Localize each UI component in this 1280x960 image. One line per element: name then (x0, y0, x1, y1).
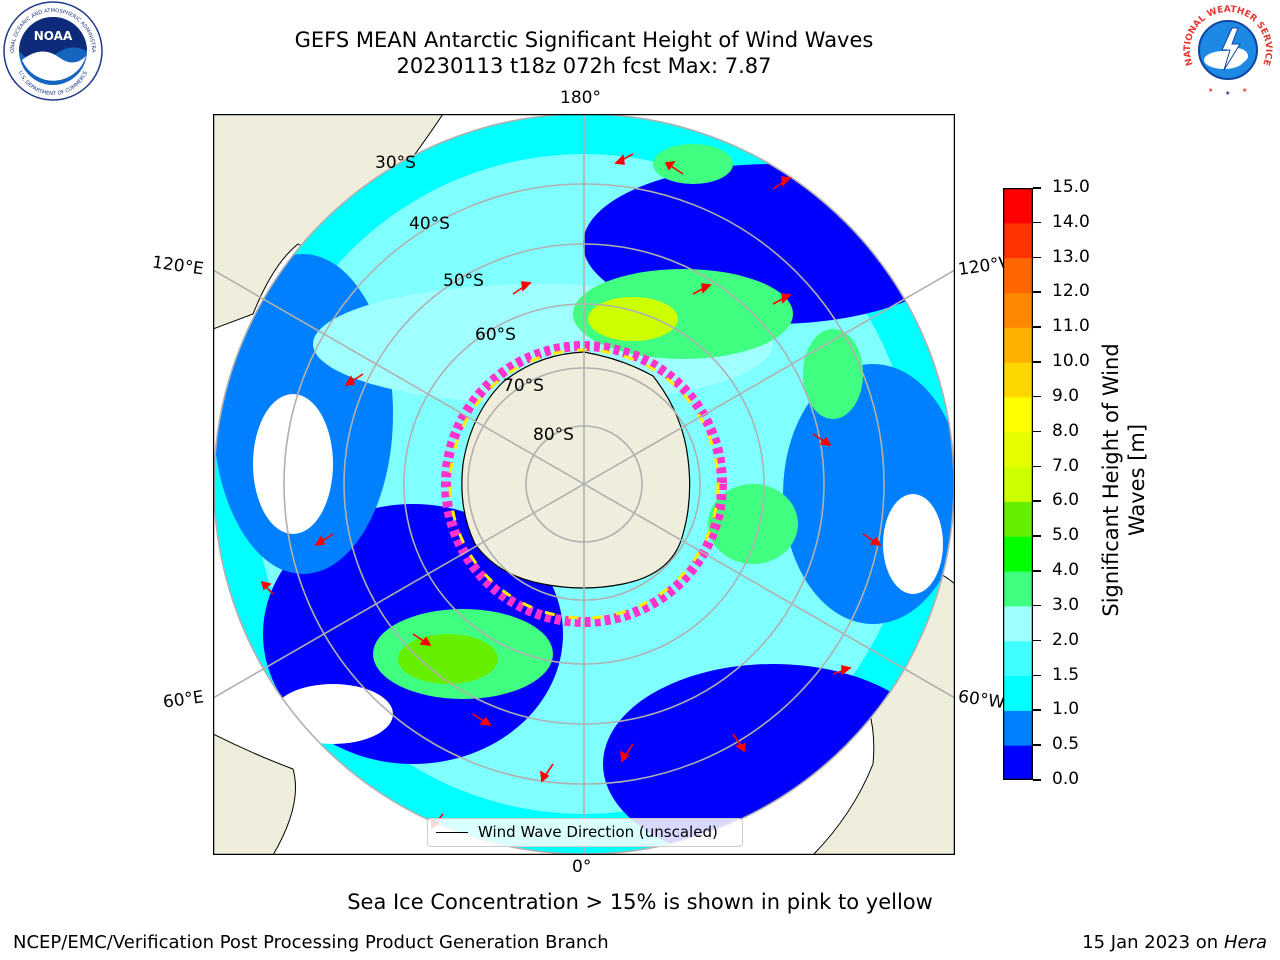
colorbar-tick-mark (1033, 535, 1041, 537)
colorbar-tick-mark (1033, 779, 1041, 781)
footer-host: Hera (1223, 932, 1267, 953)
colorbar-segment (1003, 675, 1033, 711)
polar-map: 30°S 40°S 50°S 60°S 70°S 80°S (213, 114, 955, 855)
legend-line-swatch (436, 832, 468, 833)
colorbar-tick-label: 15.0 (1052, 177, 1090, 197)
noaa-logo: NATIONAL OCEANIC AND ATMOSPHERIC ADMINIS… (2, 0, 103, 101)
footer-organization: NCEP/EMC/Verification Post Processing Pr… (13, 932, 609, 953)
colorbar-tick-label: 6.0 (1052, 490, 1080, 511)
title-line-1: GEFS MEAN Antarctic Significant Height o… (294, 28, 874, 52)
colorbar-tick-mark (1033, 430, 1041, 433)
colorbar-tick-label: 3.0 (1052, 594, 1080, 615)
colorbar-tick-mark (1033, 326, 1041, 328)
colorbar-tick-label: 14.0 (1052, 211, 1090, 232)
legend-label: Wind Wave Direction (unscaled) (478, 823, 718, 841)
colorbar-segment (1003, 431, 1033, 468)
colorbar-tick-mark (1033, 709, 1041, 711)
colorbar-tick-label: 12.0 (1052, 281, 1090, 302)
svg-text:★: ★ (1242, 87, 1247, 94)
lon-label-lower-right: 60°W (956, 686, 1007, 714)
colorbar-tick-mark (1033, 395, 1041, 398)
lat-label: 30°S (375, 153, 416, 173)
footer-date-text: 15 Jan 2023 on (1082, 932, 1224, 953)
nws-logo: NATIONAL WEATHER SERVICE ★ ★ ★ (1180, 2, 1276, 98)
colorbar (1003, 188, 1033, 780)
colorbar-tick-label: 5.0 (1052, 525, 1080, 546)
lon-label-lower-left: 60°E (161, 687, 206, 713)
sea-ice-note: Sea Ice Concentration > 15% is shown in … (347, 890, 933, 914)
land-antarctica (461, 351, 691, 589)
land-africa (213, 733, 296, 855)
lat-label: 50°S (443, 271, 484, 291)
colorbar-tick-label: 4.0 (1052, 560, 1080, 581)
colorbar-tick-label: 9.0 (1052, 385, 1080, 406)
colorbar-label: Significant Height of Wind Waves [m] (1100, 343, 1149, 616)
colorbar-tick-mark (1033, 465, 1041, 468)
colorbar-tick-mark (1033, 639, 1041, 642)
lat-label: 80°S (533, 425, 574, 445)
colorbar-segment (1003, 640, 1033, 677)
lon-label-top: 180° (560, 88, 601, 108)
colorbar-segment (1003, 327, 1033, 363)
colorbar-tick-label: 1.0 (1052, 699, 1080, 720)
footer-date: 15 Jan 2023 on Hera (1082, 932, 1267, 953)
colorbar-tick-mark (1033, 674, 1041, 677)
colorbar-segment (1003, 745, 1033, 780)
colorbar-tick-label: 0.5 (1052, 734, 1080, 755)
colorbar-segment (1003, 396, 1033, 433)
colorbar-tick-label: 0.0 (1052, 769, 1080, 789)
colorbar-tick-label: 2.0 (1052, 629, 1080, 650)
lon-label-upper-left: 120°E (150, 252, 205, 280)
lat-label: 70°S (503, 376, 544, 396)
colorbar-tick-mark (1033, 187, 1041, 189)
latitude-labels: 30°S 40°S 50°S 60°S 70°S 80°S (375, 153, 574, 445)
colorbar-tick-mark (1033, 256, 1041, 259)
svg-text:★: ★ (1208, 87, 1213, 94)
colorbar-tick-mark (1033, 500, 1041, 502)
colorbar-tick-mark (1033, 221, 1041, 224)
colorbar-tick-label: 10.0 (1052, 351, 1090, 372)
colorbar-tick-mark (1033, 361, 1041, 363)
colorbar-segment (1003, 257, 1033, 293)
colorbar-segment (1003, 605, 1033, 642)
colorbar-segment (1003, 710, 1033, 746)
colorbar-tick-label: 11.0 (1052, 316, 1090, 337)
colorbar-segment (1003, 466, 1033, 502)
colorbar-segment (1003, 501, 1033, 537)
colorbar-tick-mark (1033, 604, 1041, 607)
colorbar-segment (1003, 292, 1033, 328)
colorbar-tick-label: 1.5 (1052, 664, 1080, 685)
map-legend: Wind Wave Direction (unscaled) (427, 818, 743, 847)
colorbar-tick-mark (1033, 570, 1041, 572)
colorbar-tick-mark (1033, 291, 1041, 293)
colorbar-tick-label: 8.0 (1052, 420, 1080, 441)
colorbar-segment (1003, 362, 1033, 398)
noaa-logo-text: NOAA (34, 29, 73, 43)
svg-text:★: ★ (1225, 90, 1230, 97)
colorbar-segment (1003, 188, 1033, 224)
svg-text:Significant Height of Wind: Significant Height of Wind (1100, 343, 1123, 616)
colorbar-tick-label: 13.0 (1052, 246, 1090, 267)
lat-label: 60°S (475, 325, 516, 345)
svg-text:Waves [m]: Waves [m] (1125, 424, 1149, 536)
colorbar-segment (1003, 536, 1033, 572)
title-line-2: 20230113 t18z 072h fcst Max: 7.87 (396, 54, 772, 78)
colorbar-tick-label: 7.0 (1052, 455, 1080, 476)
colorbar-tick-mark (1033, 744, 1041, 746)
lon-label-bottom: 0° (572, 857, 592, 877)
colorbar-segment (1003, 222, 1033, 259)
colorbar-segment (1003, 571, 1033, 607)
lat-label: 40°S (409, 214, 450, 234)
